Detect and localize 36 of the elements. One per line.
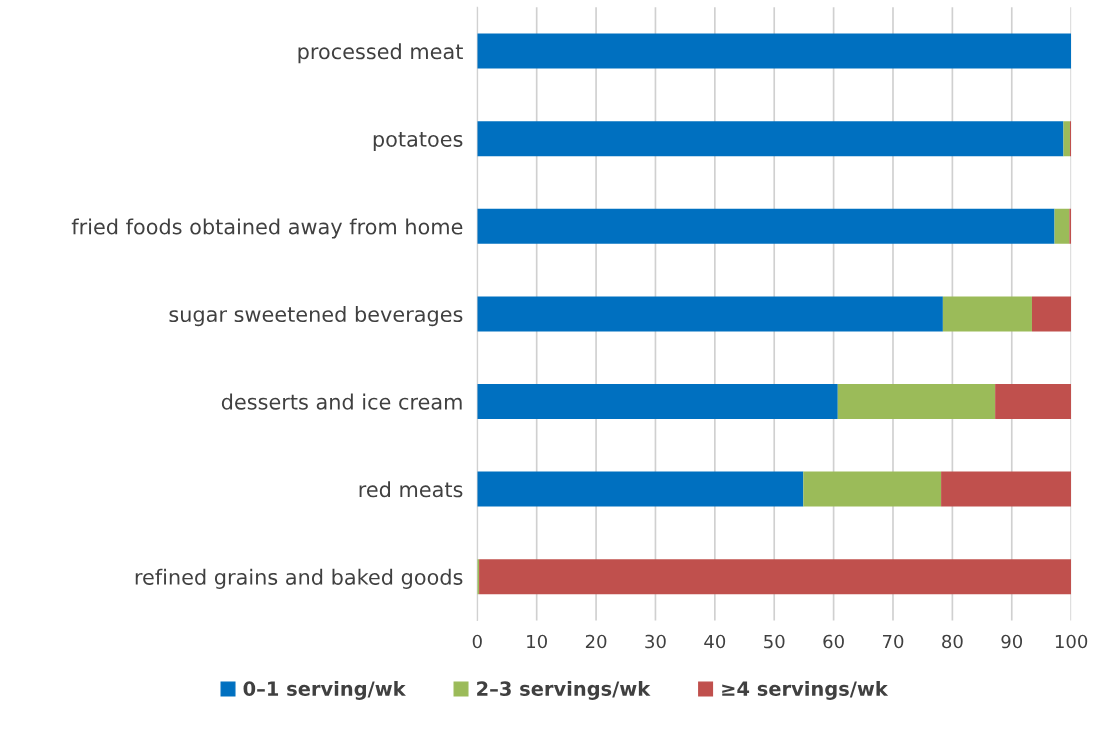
y-tick-label: desserts and ice cream — [221, 393, 462, 410]
bar — [477, 121, 1064, 157]
y-tick-label: refined grains and baked goods — [135, 568, 463, 589]
x-tick-label: 100 — [1055, 634, 1088, 649]
x-tick-label: 90 — [1001, 634, 1023, 649]
legend-label: 2–3 servings/wk — [477, 680, 651, 700]
bar — [477, 471, 804, 507]
bar — [1063, 121, 1070, 157]
bar — [477, 296, 943, 332]
legend-label: ≥4 servings/wk — [722, 680, 889, 700]
bar — [477, 33, 1072, 69]
y-tick-label: fried foods obtained away from home — [71, 218, 463, 239]
x-tick-label: 60 — [823, 634, 844, 649]
bar — [942, 296, 1032, 332]
x-tick-label: 0 — [472, 634, 482, 649]
x-tick-label: 10 — [527, 634, 547, 649]
bar — [941, 471, 1072, 507]
bar — [479, 559, 1072, 595]
y-tick-label: processed meat — [298, 43, 463, 64]
y-tick-label: sugar sweetened beverages — [169, 305, 463, 327]
x-tick-label: 20 — [585, 634, 607, 649]
x-tick-label: 30 — [645, 634, 666, 649]
x-tick-label: 50 — [764, 634, 785, 649]
bar — [995, 383, 1072, 420]
legend-label: 0–1 serving/wk — [243, 680, 406, 700]
bar — [1031, 296, 1072, 332]
bar — [803, 471, 942, 507]
x-tick-label: 70 — [882, 634, 904, 649]
bar — [477, 208, 1055, 244]
bar — [837, 383, 996, 420]
x-tick-label: 80 — [942, 634, 963, 649]
bar — [477, 383, 838, 420]
x-tick-label: 40 — [704, 634, 726, 649]
y-tick-label: potatoes — [373, 131, 463, 151]
y-tick-label: red meats — [359, 481, 463, 498]
bar — [1054, 208, 1070, 244]
